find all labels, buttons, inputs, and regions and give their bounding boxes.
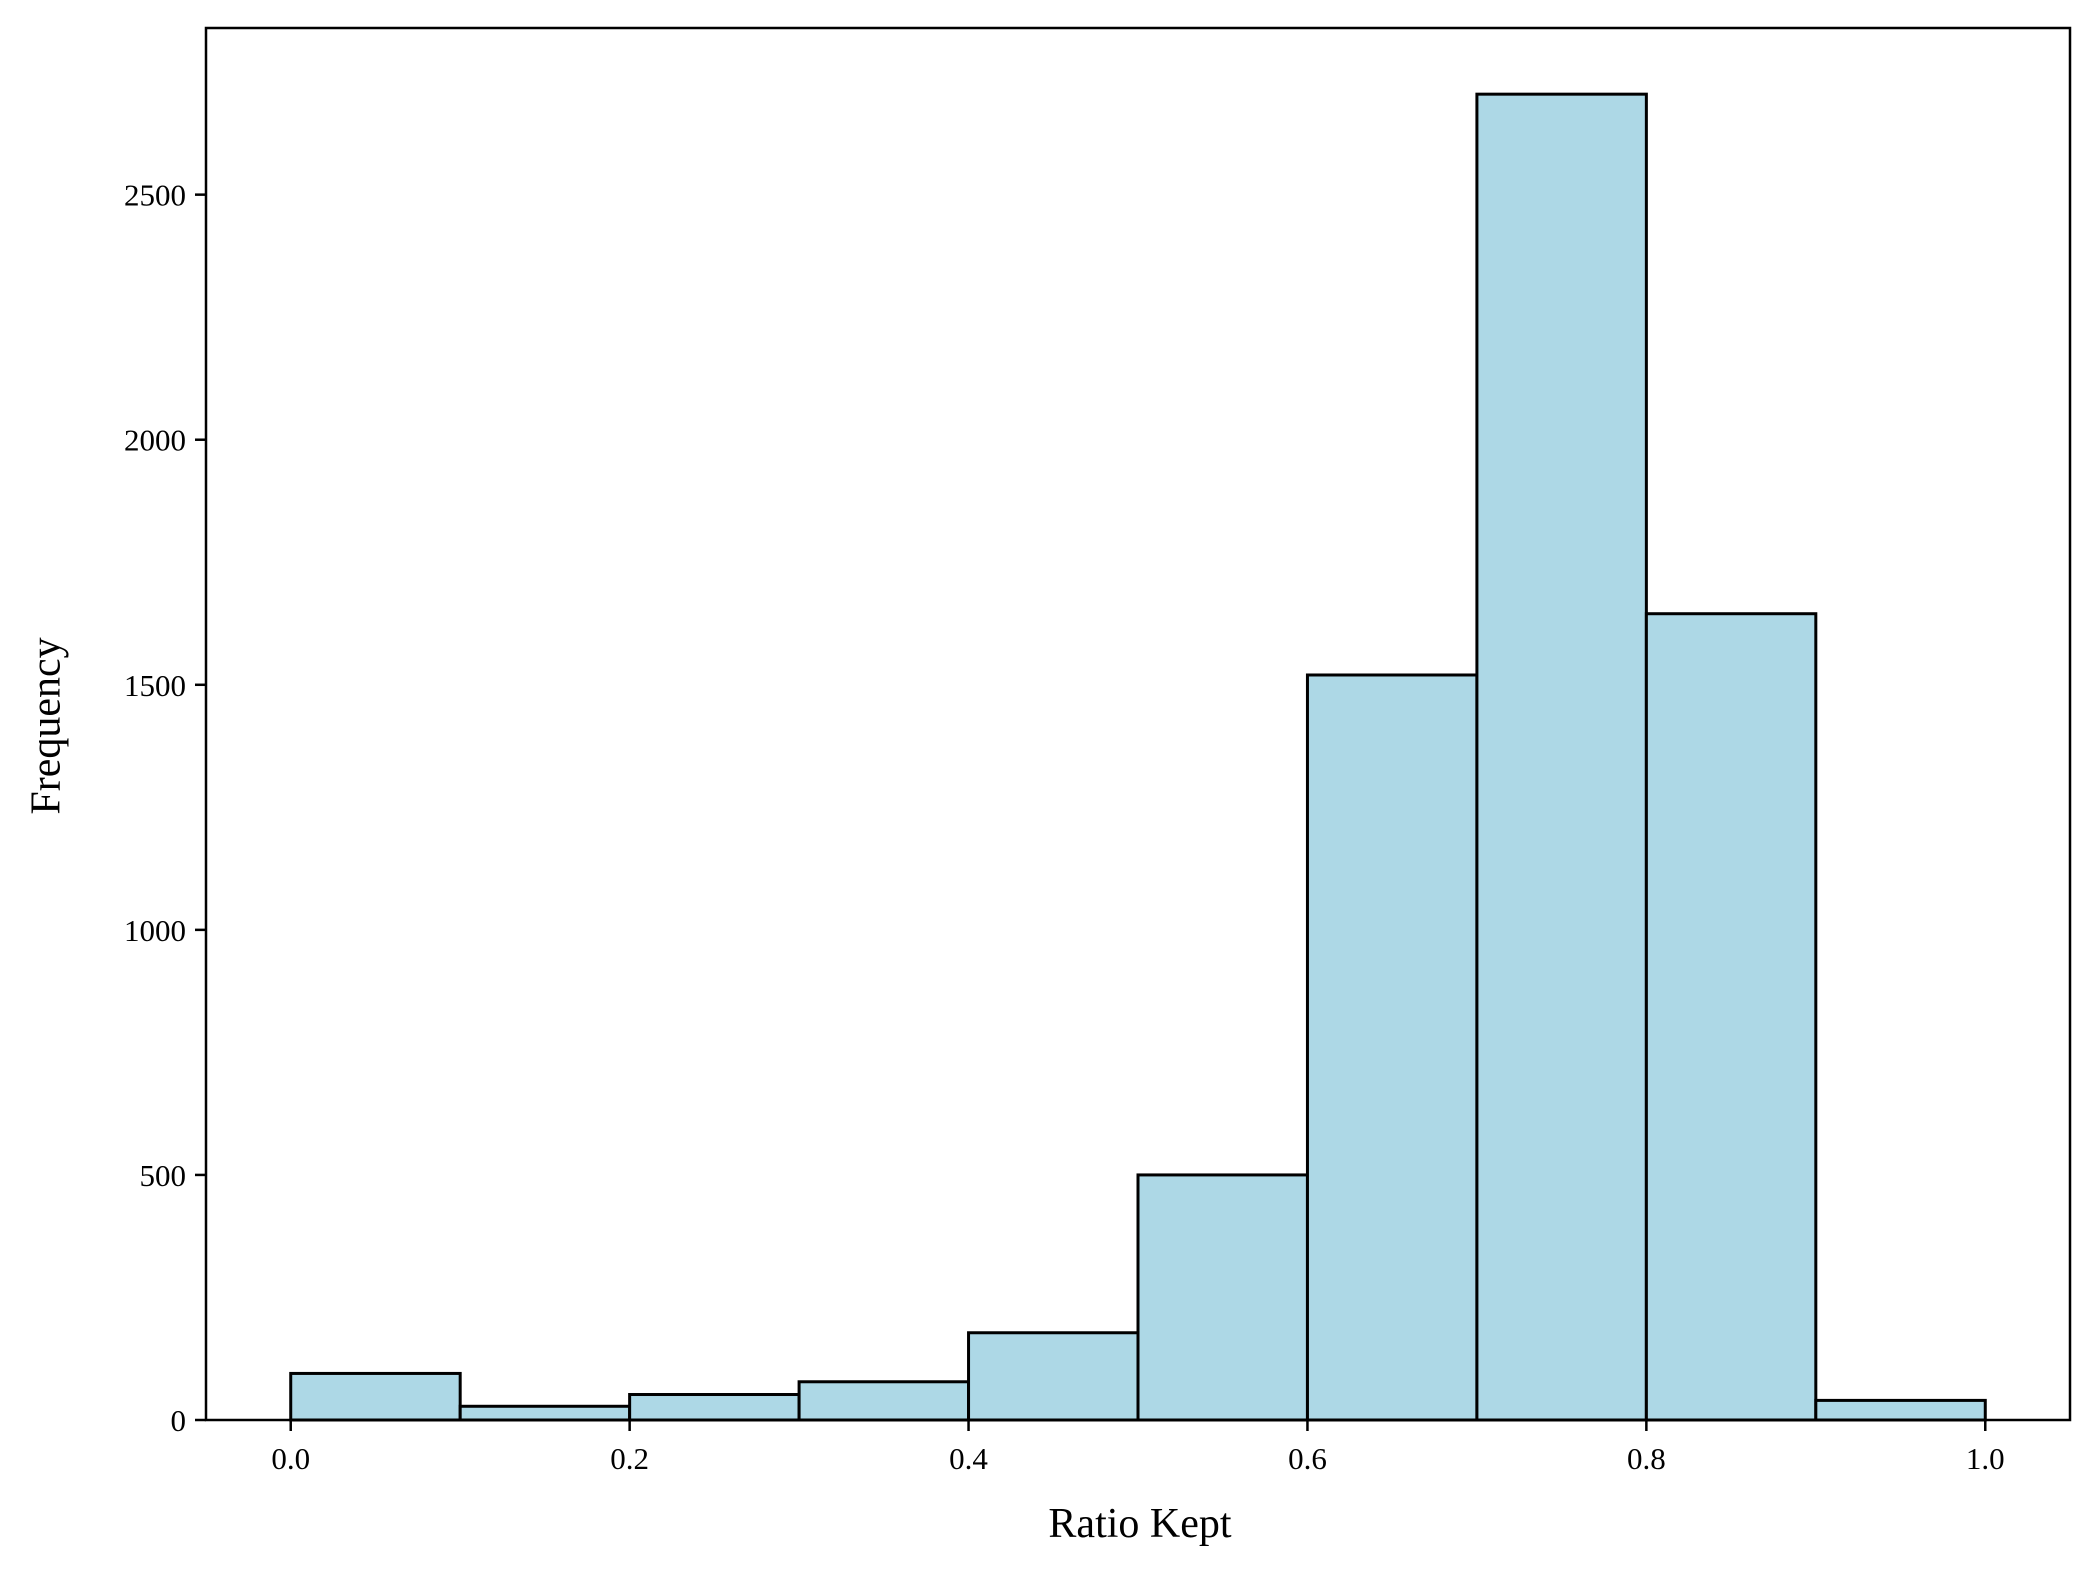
x-tick-label: 0.0 — [271, 1441, 310, 1476]
y-tick-label: 0 — [171, 1403, 187, 1438]
x-tick-label: 1.0 — [1966, 1441, 2005, 1476]
histogram-bar — [1644, 612, 1818, 1422]
plot-frame — [204, 26, 2072, 1422]
histogram-bar — [628, 1393, 801, 1422]
histogram-bar — [289, 1371, 462, 1422]
histogram-bar — [1136, 1173, 1309, 1422]
y-axis-ticks: 0 500 1000 1500 2000 2500 — [124, 178, 206, 1438]
histogram-bar — [1475, 92, 1648, 1422]
x-tick-label: 0.8 — [1627, 1441, 1666, 1476]
y-tick-label: 1500 — [124, 668, 186, 703]
histogram-bar — [1814, 1398, 1987, 1422]
y-axis-label: Frequency — [24, 637, 70, 814]
histogram-bar — [1305, 673, 1479, 1422]
y-tick-label: 2500 — [124, 178, 186, 213]
x-tick-label: 0.4 — [949, 1441, 988, 1476]
y-tick-label: 500 — [140, 1158, 187, 1193]
histogram-bar — [797, 1380, 971, 1422]
bars-group — [289, 92, 1987, 1422]
y-tick-label: 1000 — [124, 913, 186, 948]
y-tick-label: 2000 — [124, 423, 186, 458]
x-axis-label: Ratio Kept — [1048, 1501, 1231, 1547]
x-axis-ticks: 0.0 0.2 0.4 0.6 0.8 1.0 — [271, 1420, 2005, 1476]
histogram-bar — [458, 1404, 632, 1422]
x-tick-label: 0.6 — [1288, 1441, 1327, 1476]
x-tick-label: 0.2 — [610, 1441, 649, 1476]
histogram-bar — [967, 1331, 1140, 1422]
